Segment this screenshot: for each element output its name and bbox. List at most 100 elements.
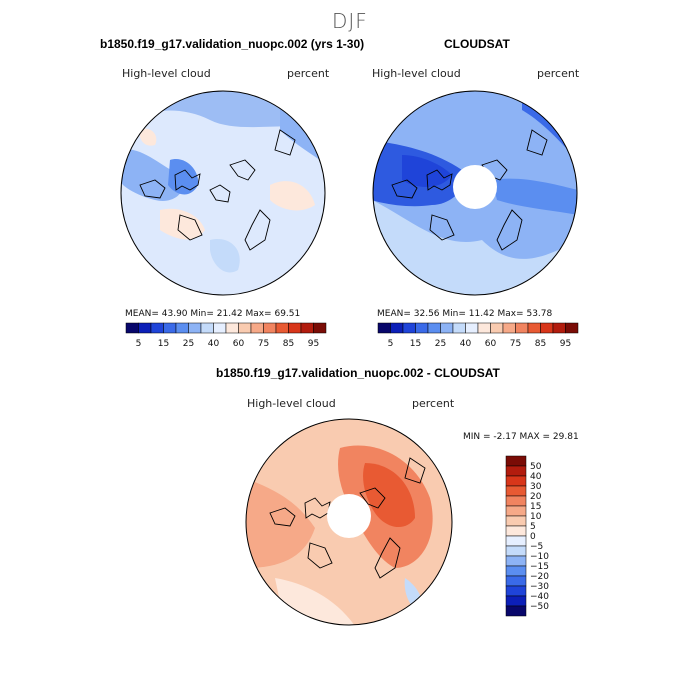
model-colorbar-tick: 95 [308,339,319,349]
diff-colorbar-box [505,605,527,617]
obs-map-border [372,90,578,296]
diff-colorbar-box [505,485,527,497]
diff-colorbar-box [505,555,527,567]
diff-colorbar-tick: 5 [530,522,536,532]
model-colorbar-tick: 15 [158,339,169,349]
diff-colorbar-tick: 40 [530,472,542,482]
obs-colorbar-tick: 85 [535,339,546,349]
diff-colorbar-tick: 10 [530,512,542,522]
obs-colorbar-tick: 25 [435,339,446,349]
diff-colorbar-tick: −50 [530,602,549,612]
model-colorbar-box [263,322,277,334]
diff-colorbar-box [505,455,527,467]
obs-mean-value: 32.56 [413,309,440,319]
model-colorbar-tick: 60 [233,339,245,349]
diff-units-label: percent [412,397,455,410]
diff-map-border [245,418,453,626]
model-field-west-blob [121,149,184,201]
obs-field-south-band [373,200,577,295]
model-field-warm-blob-2 [270,181,315,211]
model-colorbar-box [275,322,289,334]
model-min-label: Min= [190,309,214,319]
obs-colorbar-box [377,322,391,334]
model-colorbar: 5 15 25 40 60 75 85 95 [125,322,327,349]
diff-colorbar-tick: −40 [530,592,549,602]
obs-max-value: 53.78 [526,309,553,319]
diff-polar-map [245,418,453,626]
model-variable-label: High-level cloud [122,67,211,80]
diff-colorbar-box [505,595,527,607]
model-colorbar-box [163,322,177,334]
model-min-value: 21.42 [216,309,243,319]
diff-field-west-warm [246,478,315,568]
model-colorbar-box [225,322,239,334]
diff-stats: MIN = -2.17 MAX = 29.81 [463,432,579,442]
diff-colorbar-box [505,575,527,587]
obs-colorbar: 5 15 25 40 60 75 85 95 [377,322,579,349]
model-mean-label: MEAN= [125,309,159,319]
diff-colorbar-box [505,585,527,597]
diff-colorbar-box [505,515,527,527]
obs-colorbar-tick: 5 [388,339,394,349]
obs-colorbar-box [477,322,491,334]
model-units-label: percent [287,67,330,80]
diff-colorbar-tick: −30 [530,582,549,592]
model-colorbar-box [288,322,302,334]
diff-colorbar-box [505,465,527,477]
diff-polar-gap [327,494,371,538]
model-colorbar-box [200,322,214,334]
obs-colorbar-box [452,322,466,334]
obs-polar-map [372,90,578,296]
obs-colorbar-box [540,322,554,334]
obs-colorbar-box [440,322,454,334]
diff-colorbar-box [505,565,527,577]
model-colorbar-box [250,322,264,334]
diff-colorbar-tick: 15 [530,502,541,512]
obs-colorbar-box [527,322,541,334]
obs-colorbar-tick: 60 [485,339,497,349]
diff-field-east-core [363,463,415,528]
diff-colorbar-tick: −5 [530,542,543,552]
obs-colorbar-box [490,322,504,334]
model-colorbar-tick: 85 [283,339,294,349]
obs-colorbar-tick: 95 [560,339,571,349]
model-max-label: Max= [245,309,272,319]
obs-colorbar-tick: 15 [410,339,421,349]
obs-mean-label: MEAN= [377,309,411,319]
model-colorbar-box [150,322,164,334]
diff-colorbar-tick: −20 [530,572,549,582]
diff-panel-title: b1850.f19_g17.validation_nuopc.002 - CLO… [216,366,500,380]
obs-variable-label: High-level cloud [372,67,461,80]
obs-panel-title: CLOUDSAT [444,37,510,51]
model-colorbar-box [125,322,139,334]
model-coastlines [139,129,296,251]
model-field-warm-blob-3 [139,128,157,146]
obs-colorbar-box [465,322,479,334]
model-field-south-blob [210,239,240,273]
diff-colorbar-box [505,475,527,487]
obs-colorbar-box [402,322,416,334]
diff-colorbar-box [505,495,527,507]
model-colorbar-tick: 40 [208,339,220,349]
obs-polar-gap [453,165,497,209]
model-colorbar-box [238,322,252,334]
model-colorbar-tick: 5 [136,339,142,349]
diff-colorbar-tick: 30 [530,482,542,492]
model-max-value: 69.51 [274,309,301,319]
diff-colorbar-box [505,545,527,557]
obs-colorbar-box [415,322,429,334]
obs-colorbar-tick: 75 [510,339,521,349]
model-stats: MEAN= 43.90 Min= 21.42 Max= 69.51 [125,309,300,319]
model-colorbar-tick: 75 [258,339,269,349]
obs-field-europe-core [402,155,452,187]
model-colorbar-box [138,322,152,334]
model-map-border [120,90,326,296]
model-panel-title: b1850.f19_g17.validation_nuopc.002 (yrs … [100,37,365,51]
obs-min-value: 11.42 [468,309,495,319]
diff-colorbar-box [505,535,527,547]
diff-variable-label: High-level cloud [247,397,336,410]
diff-colorbar-tick: 20 [530,492,542,502]
model-colorbar-tick: 25 [183,339,194,349]
